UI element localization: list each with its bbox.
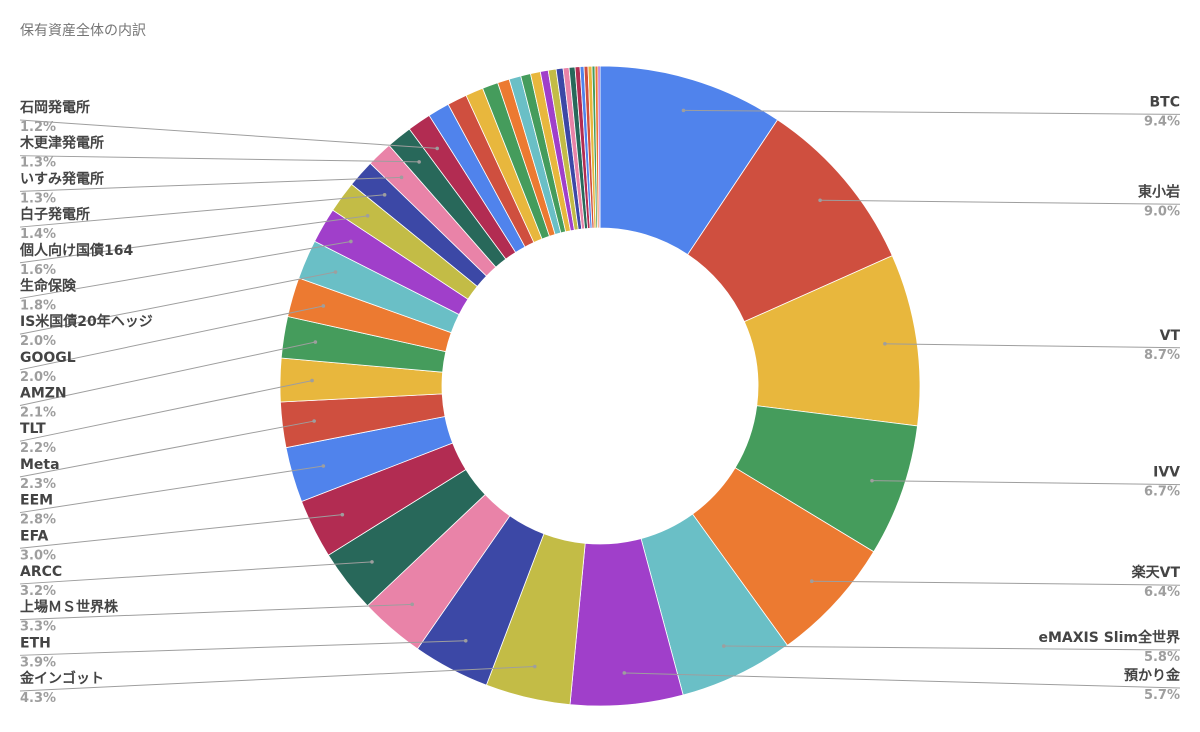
- label-name-GOOGL: GOOGL: [20, 350, 76, 366]
- leader-line-ARCC: [19, 561, 373, 585]
- leader-line-木更津発電所: [19, 155, 420, 163]
- label-name-eMAXIS Slim全世界: eMAXIS Slim全世界: [1039, 629, 1181, 646]
- label-dot-白子発電所: [382, 193, 387, 197]
- label-dot-BTC: [681, 108, 686, 113]
- label-pct-IS米国債20年ヘッジ: 2.0%: [20, 334, 56, 349]
- label-pct-生命保険: 1.8%: [20, 298, 56, 313]
- label-name-IS米国債20年ヘッジ: IS米国債20年ヘッジ: [20, 313, 153, 330]
- slices: [279, 65, 921, 707]
- label-name-EFA: EFA: [20, 528, 49, 544]
- leader-line-石岡発電所: [19, 119, 438, 149]
- label-name-BTC: BTC: [1150, 94, 1181, 110]
- label-dot-石岡発電所: [435, 146, 439, 151]
- label-name-EEM: EEM: [20, 493, 53, 509]
- slice-minor-19: [597, 65, 601, 229]
- label-pct-東小岩: 9.0%: [1144, 204, 1180, 219]
- leader-line-IS米国債20年ヘッジ: [19, 271, 336, 335]
- label-pct-EEM: 2.8%: [20, 513, 56, 528]
- leader-line-AMZN: [19, 341, 316, 406]
- leader-line-楽天VT: [811, 580, 1181, 586]
- label-pct-IVV: 6.7%: [1144, 485, 1180, 500]
- label-name-TLT: TLT: [20, 421, 46, 437]
- label-name-東小岩: 東小岩: [1138, 183, 1180, 200]
- label-name-生命保険: 生命保険: [20, 277, 77, 294]
- label-name-Meta: Meta: [20, 457, 60, 473]
- chart-title: 保有資産全体の内訳: [20, 23, 146, 39]
- label-name-個人向け国債164: 個人向け国債164: [19, 242, 133, 259]
- label-pct-BTC: 9.4%: [1144, 114, 1180, 129]
- label-pct-VT: 8.7%: [1144, 348, 1180, 363]
- leader-line-BTC: [683, 109, 1181, 115]
- label-pct-eMAXIS Slim全世界: 5.8%: [1144, 650, 1180, 665]
- leader-line-金インゴット: [19, 666, 535, 692]
- leader-line-TLT: [19, 380, 313, 442]
- label-pct-いすみ発電所: 1.3%: [20, 191, 56, 206]
- leader-line-eMAXIS Slim全世界: [723, 645, 1181, 651]
- leader-line-VT: [884, 343, 1181, 349]
- label-dot-木更津発電所: [417, 160, 421, 164]
- label-pct-上場ＭＳ世界株: 3.3%: [20, 620, 56, 635]
- label-name-ETH: ETH: [20, 635, 51, 651]
- label-pct-Meta: 2.3%: [20, 477, 56, 492]
- label-pct-AMZN: 2.1%: [20, 406, 56, 421]
- label-dot-ETH: [463, 638, 468, 643]
- label-name-IVV: IVV: [1153, 465, 1180, 481]
- labels: BTC 9.4% 東小岩 9.0% VT 8.7% IVV 6.7% 楽天VT 6.4% eMAXI…: [19, 94, 1181, 706]
- label-name-AMZN: AMZN: [20, 386, 67, 402]
- leader-line-EEM: [19, 465, 324, 514]
- label-dot-Meta: [312, 419, 316, 423]
- leader-line-Meta: [19, 420, 315, 478]
- label-name-石岡発電所: 石岡発電所: [19, 99, 90, 116]
- label-pct-石岡発電所: 1.2%: [20, 120, 56, 135]
- label-dot-TLT: [310, 378, 314, 383]
- label-name-金インゴット: 金インゴット: [19, 670, 104, 687]
- label-pct-白子発電所: 1.4%: [20, 227, 56, 242]
- leader-line-個人向け国債164: [19, 215, 368, 264]
- leader-line-いすみ発電所: [19, 176, 402, 192]
- label-pct-ARCC: 3.2%: [20, 584, 56, 599]
- leader-line-EFA: [19, 514, 343, 549]
- label-name-白子発電所: 白子発電所: [20, 206, 90, 223]
- leader-line-IVV: [872, 480, 1181, 486]
- label-name-いすみ発電所: いすみ発電所: [20, 170, 104, 187]
- leader-line-生命保険: [19, 240, 351, 299]
- label-dot-いすみ発電所: [399, 175, 404, 180]
- leader-line-預かり金: [624, 672, 1181, 689]
- label-pct-木更津発電所: 1.3%: [20, 156, 56, 171]
- label-pct-TLT: 2.2%: [20, 441, 56, 456]
- label-name-木更津発電所: 木更津発電所: [19, 135, 104, 152]
- label-pct-金インゴット: 4.3%: [20, 691, 56, 706]
- label-pct-EFA: 3.0%: [20, 548, 56, 563]
- label-pct-個人向け国債164: 1.6%: [20, 263, 56, 278]
- label-pct-GOOGL: 2.0%: [20, 370, 56, 385]
- label-name-ARCC: ARCC: [20, 564, 62, 580]
- leader-line-GOOGL: [19, 305, 324, 371]
- leader-line-ETH: [19, 640, 466, 656]
- leader-line-東小岩: [820, 199, 1181, 205]
- label-name-預かり金: 預かり金: [1124, 667, 1181, 684]
- leader-line-白子発電所: [19, 194, 385, 228]
- label-name-VT: VT: [1160, 328, 1181, 344]
- label-pct-楽天VT: 6.4%: [1144, 585, 1180, 600]
- label-pct-預かり金: 5.7%: [1144, 688, 1180, 703]
- label-pct-ETH: 3.9%: [20, 655, 56, 670]
- label-name-楽天VT: 楽天VT: [1131, 564, 1181, 581]
- label-name-上場ＭＳ世界株: 上場ＭＳ世界株: [20, 599, 119, 616]
- leader-line-上場ＭＳ世界株: [19, 603, 413, 621]
